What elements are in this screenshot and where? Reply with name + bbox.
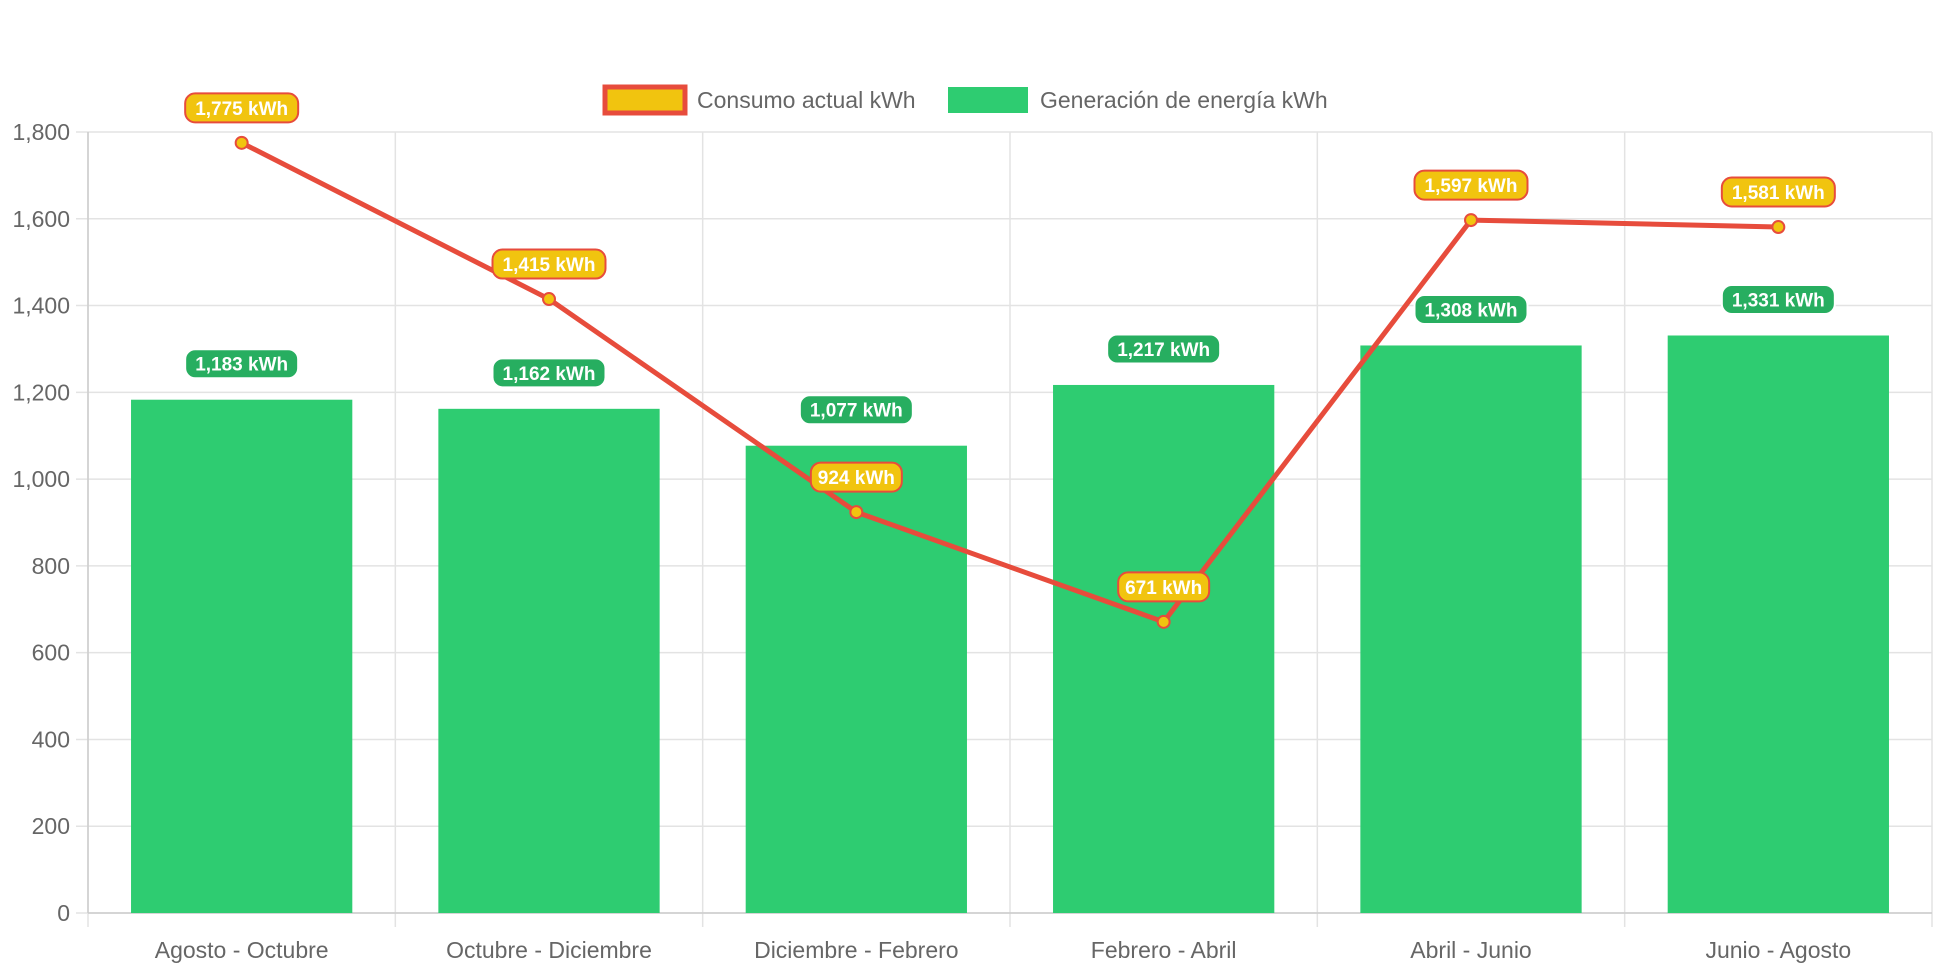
data-label-generacion: 1,331 kWh — [1720, 283, 1836, 315]
data-label-generacion: 1,077 kWh — [798, 394, 914, 426]
legend-swatch-generacion — [948, 87, 1028, 113]
data-label-consumo: 1,415 kWh — [491, 248, 607, 280]
data-labels: 1,183 kWh 1,162 kWh 1,077 kWh 1,217 kWh 1,30… — [184, 92, 1836, 603]
data-label-consumo-bg — [1720, 176, 1836, 208]
point-consumo[interactable] — [849, 505, 864, 520]
data-label-generacion: 1,183 kWh — [184, 348, 300, 380]
data-label-generacion: 1,217 kWh — [1106, 333, 1222, 365]
legend[interactable]: Consumo actual kWh Generación de energía … — [602, 84, 1328, 116]
data-label-consumo-bg — [1413, 169, 1529, 201]
bar-generacion[interactable] — [438, 408, 660, 913]
legend-label-consumo: Consumo actual kWh — [697, 87, 916, 113]
legend-item-generacion[interactable]: Generación de energía kWh — [948, 87, 1328, 113]
data-label-consumo-bg — [809, 461, 903, 493]
data-label-generacion-text: 1,217 kWh — [1117, 340, 1210, 361]
x-tick-label: Agosto - Octubre — [155, 937, 329, 963]
data-label-consumo-bg — [1117, 571, 1211, 603]
point-consumo[interactable] — [1464, 213, 1478, 228]
bar-generacion[interactable] — [1667, 335, 1889, 913]
data-label-generacion-bg — [491, 357, 607, 389]
y-tick-label: 0 — [57, 900, 70, 926]
legend-label-generacion: Generación de energía kWh — [1040, 87, 1328, 113]
data-label-consumo-text: 1,597 kWh — [1425, 176, 1518, 197]
data-label-generacion-bg — [798, 394, 914, 426]
bar-generacion[interactable] — [745, 445, 967, 913]
data-label-consumo-bg — [184, 92, 300, 124]
data-label-consumo: 1,775 kWh — [184, 92, 300, 124]
y-tick-label: 1,600 — [12, 206, 70, 232]
data-label-consumo-text: 1,415 kWh — [503, 255, 596, 276]
y-tick-label: 1,000 — [12, 466, 70, 492]
data-label-generacion-text: 1,077 kWh — [810, 401, 903, 422]
legend-item-consumo[interactable]: Consumo actual kWh — [602, 84, 916, 116]
x-tick-label: Octubre - Diciembre — [446, 937, 652, 963]
point-consumo[interactable] — [234, 135, 249, 150]
point-consumo[interactable] — [542, 292, 556, 307]
x-tick-label: Diciembre - Febrero — [754, 937, 959, 963]
y-tick-label: 600 — [32, 640, 70, 666]
data-label-generacion-bg — [1413, 293, 1529, 325]
bar-generacion[interactable] — [1053, 384, 1275, 913]
point-consumo[interactable] — [1771, 220, 1786, 235]
data-label-consumo: 924 kWh — [809, 461, 903, 493]
data-label-consumo-text: 1,581 kWh — [1732, 183, 1825, 204]
y-tick-label: 400 — [32, 726, 70, 752]
data-label-generacion-text: 1,162 kWh — [503, 364, 596, 385]
bar-generacion[interactable] — [1360, 345, 1582, 913]
bar-generacion[interactable] — [131, 399, 353, 913]
y-tick-label: 1,800 — [12, 119, 70, 145]
bar-series — [131, 335, 1889, 913]
data-label-generacion: 1,162 kWh — [491, 357, 607, 389]
data-label-consumo-text: 924 kWh — [818, 468, 895, 489]
data-label-consumo: 671 kWh — [1117, 571, 1211, 603]
axes: 0 200 400 600 800 1,000 1,200 1,400 1,600 1,800 Ag… — [12, 119, 1932, 963]
y-tick-label: 1,200 — [12, 379, 70, 405]
x-tick-label: Febrero - Abril — [1091, 937, 1237, 963]
data-label-generacion-text: 1,331 kWh — [1732, 290, 1825, 311]
data-label-consumo-text: 671 kWh — [1125, 578, 1202, 599]
data-label-consumo: 1,597 kWh — [1413, 169, 1529, 201]
point-consumo[interactable] — [1156, 614, 1171, 629]
y-tick-label: 1,400 — [12, 293, 70, 319]
data-label-generacion-bg — [184, 348, 300, 380]
data-label-consumo-text: 1,775 kWh — [195, 99, 288, 120]
data-label-consumo: 1,581 kWh — [1720, 176, 1836, 208]
y-tick-label: 200 — [32, 813, 70, 839]
data-label-generacion: 1,308 kWh — [1413, 293, 1529, 325]
data-label-generacion-text: 1,308 kWh — [1425, 300, 1518, 321]
grid-lines — [76, 131, 1933, 927]
x-tick-label: Junio - Agosto — [1705, 937, 1851, 963]
y-tick-label: 800 — [32, 553, 70, 579]
x-tick-label: Abril - Junio — [1410, 937, 1531, 963]
data-label-generacion-text: 1,183 kWh — [195, 355, 288, 376]
data-label-generacion-bg — [1106, 333, 1222, 365]
data-label-generacion-bg — [1720, 283, 1836, 315]
legend-swatch-consumo — [602, 84, 688, 116]
data-label-consumo-bg — [491, 248, 607, 280]
